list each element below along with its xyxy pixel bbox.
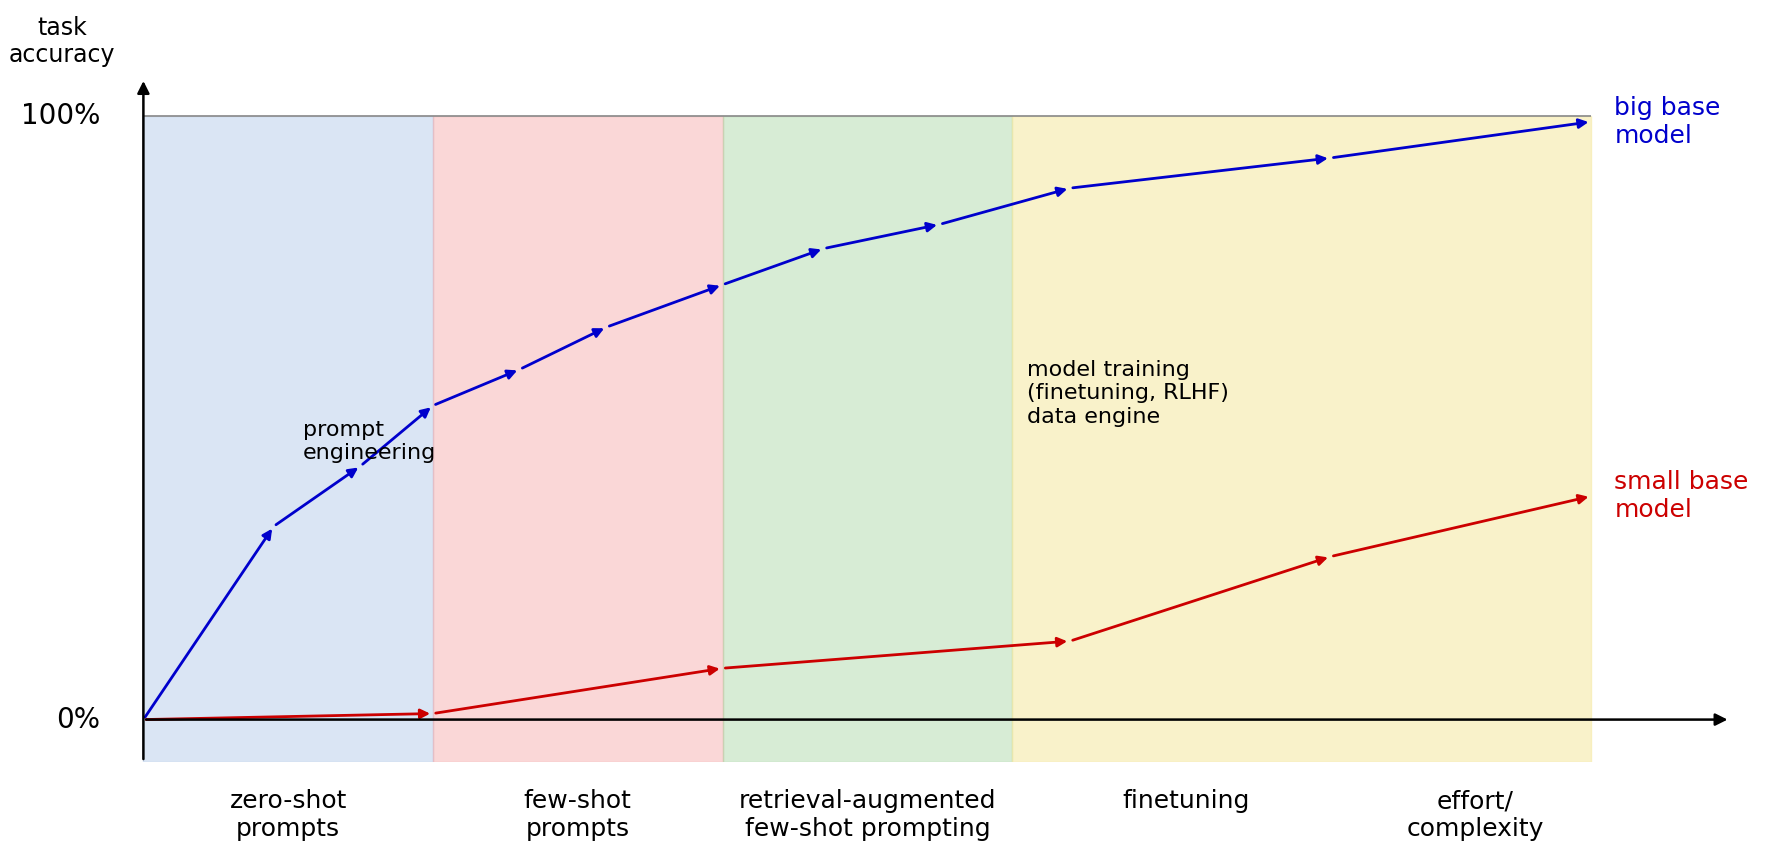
Text: task
accuracy: task accuracy — [9, 15, 116, 68]
Text: model training
(finetuning, RLHF)
data engine: model training (finetuning, RLHF) data e… — [1026, 360, 1229, 427]
Text: small base
model: small base model — [1614, 470, 1750, 522]
Text: big base
model: big base model — [1614, 95, 1721, 148]
Text: 0%: 0% — [55, 706, 100, 733]
Bar — [722, 116, 1012, 762]
Bar — [144, 116, 434, 762]
Text: prompt
engineering: prompt engineering — [302, 420, 436, 463]
Text: effort/
complexity: effort/ complexity — [1406, 789, 1543, 841]
Text: few-shot
prompts: few-shot prompts — [525, 789, 631, 841]
Text: 100%: 100% — [21, 101, 100, 130]
Text: finetuning: finetuning — [1122, 789, 1250, 813]
Bar — [434, 116, 722, 762]
Bar — [1012, 116, 1591, 762]
Text: zero-shot
prompts: zero-shot prompts — [229, 789, 347, 841]
Text: retrieval-augmented
few-shot prompting: retrieval-augmented few-shot prompting — [738, 789, 996, 841]
